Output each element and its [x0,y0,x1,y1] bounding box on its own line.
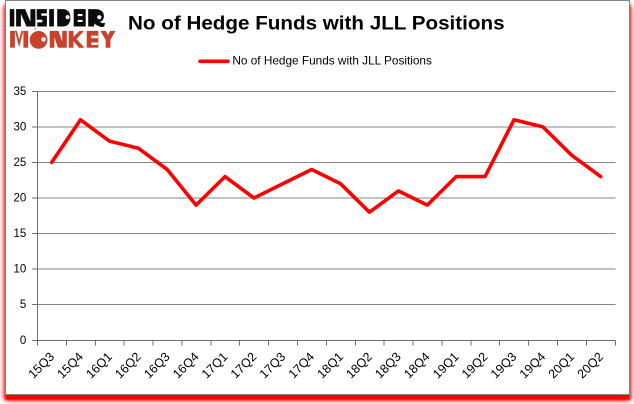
svg-text:35: 35 [14,86,27,98]
svg-text:5: 5 [20,299,26,311]
svg-text:18Q2: 18Q2 [343,350,375,382]
svg-text:20: 20 [14,192,27,204]
svg-text:10: 10 [14,263,27,275]
svg-text:17Q2: 17Q2 [228,350,260,382]
svg-text:20Q2: 20Q2 [575,350,607,382]
svg-text:17Q4: 17Q4 [286,350,318,382]
svg-text:20Q1: 20Q1 [546,350,578,382]
svg-text:16Q3: 16Q3 [141,350,173,382]
svg-text:15Q4: 15Q4 [54,350,86,382]
svg-text:No of Hedge Funds with JLL Pos: No of Hedge Funds with JLL Positions [232,53,432,67]
svg-text:19Q2: 19Q2 [459,350,491,382]
svg-text:19Q1: 19Q1 [430,350,462,382]
svg-text:16Q4: 16Q4 [170,350,202,382]
svg-text:17Q1: 17Q1 [199,350,231,382]
svg-text:0: 0 [20,335,26,347]
svg-text:19Q3: 19Q3 [488,350,520,382]
svg-text:18Q1: 18Q1 [314,350,346,382]
svg-text:15Q3: 15Q3 [26,350,58,382]
svg-text:17Q3: 17Q3 [257,350,289,382]
svg-text:15: 15 [14,228,27,240]
svg-text:16Q1: 16Q1 [83,350,115,382]
svg-text:No of Hedge Funds with JLL Pos: No of Hedge Funds with JLL Positions [128,13,505,34]
svg-text:18Q3: 18Q3 [372,350,404,382]
svg-text:16Q2: 16Q2 [112,350,144,382]
svg-text:25: 25 [14,157,27,169]
svg-text:18Q4: 18Q4 [401,350,433,382]
svg-text:19Q4: 19Q4 [517,350,549,382]
svg-text:30: 30 [14,121,27,133]
